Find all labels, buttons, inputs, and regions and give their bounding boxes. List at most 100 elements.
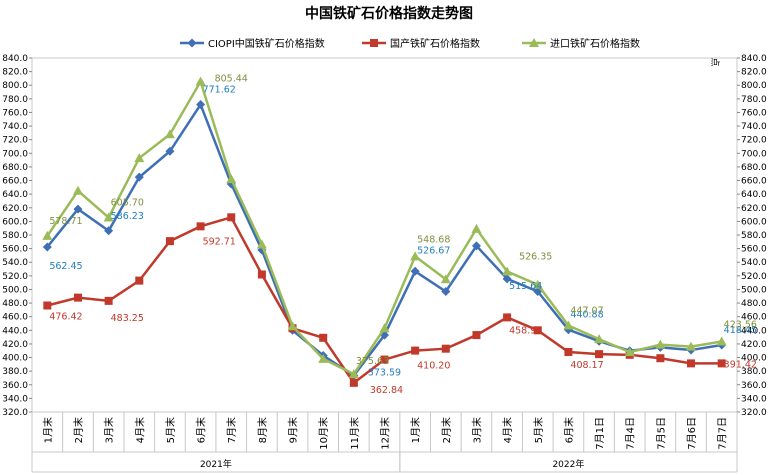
y-tick-label-left: 620.0	[2, 204, 28, 214]
category-label: 4月末	[501, 417, 514, 443]
data-point	[134, 153, 145, 163]
category-label: 5月末	[532, 417, 545, 443]
category-label: 8月末	[256, 417, 269, 443]
category-label: 6月末	[195, 417, 208, 443]
data-point	[502, 266, 513, 276]
data-point	[564, 347, 573, 356]
data-point	[471, 223, 482, 233]
data-point	[42, 242, 52, 252]
y-tick-label-right: 420.0	[741, 340, 767, 350]
year-label: 2022年	[552, 458, 584, 470]
y-tick-label-right: 500.0	[741, 285, 767, 295]
category-label: 4月末	[133, 417, 146, 443]
category-label: 1月末	[41, 417, 54, 443]
data-point	[319, 333, 328, 342]
axes: 320.0 320.0 340.0 340.0 360.0 360.0 380.0 380.0…	[2, 54, 767, 473]
data-point	[410, 251, 421, 261]
category-label: 11月末	[348, 417, 361, 450]
data-label: 440.88	[570, 310, 603, 321]
data-label: 515.64	[509, 281, 542, 292]
data-label: 578.71	[49, 216, 82, 227]
data-label: 373.59	[368, 368, 401, 379]
data-point	[502, 274, 512, 284]
data-point	[563, 320, 574, 330]
data-point	[686, 341, 697, 351]
data-point	[349, 378, 358, 387]
data-point	[257, 270, 266, 279]
right-axis-unit: 点	[709, 57, 720, 66]
data-point	[134, 172, 144, 182]
data-label: 458.95	[509, 325, 542, 336]
data-point	[472, 331, 481, 340]
data-point	[529, 38, 539, 47]
data-label: 548.68	[417, 234, 450, 245]
data-point	[716, 336, 727, 346]
data-point	[379, 323, 390, 333]
data-point	[73, 293, 82, 302]
data-point	[532, 279, 543, 289]
category-label: 3月末	[470, 417, 483, 443]
category-label: 12月末	[379, 417, 392, 450]
y-tick-label-right: 800.0	[741, 81, 767, 91]
data-point	[594, 334, 605, 344]
y-tick-label-left: 460.0	[2, 313, 28, 323]
data-point	[411, 346, 420, 355]
y-tick-label-left: 480.0	[2, 299, 28, 309]
y-tick-label-left: 720.0	[2, 136, 28, 146]
data-label: 526.67	[417, 245, 450, 256]
data-label: 586.23	[111, 211, 144, 222]
category-label: 7月5日	[655, 417, 667, 450]
y-tick-label-right: 660.0	[741, 177, 767, 187]
data-point	[226, 174, 237, 184]
data-point	[655, 339, 666, 349]
y-tick-label-right: 480.0	[741, 299, 767, 309]
data-label: 447.07	[570, 305, 603, 316]
series-0	[42, 100, 727, 381]
data-point	[104, 296, 113, 305]
legend-entry: CIOPI中国铁矿石价格指数	[208, 37, 325, 50]
category-label: 6月末	[562, 417, 575, 443]
data-point	[717, 359, 726, 368]
category-label: 7月6日	[686, 417, 698, 450]
data-point	[471, 241, 481, 251]
series-layer	[42, 76, 727, 387]
data-label: 805.44	[215, 74, 248, 85]
y-tick-label-left: 420.0	[2, 340, 28, 350]
y-tick-label-right: 460.0	[741, 313, 767, 323]
data-label: 605.70	[111, 198, 144, 209]
y-tick-label-left: 580.0	[2, 231, 28, 241]
data-point	[195, 76, 206, 86]
category-label: 1月末	[409, 417, 422, 443]
data-label: 476.42	[49, 312, 82, 323]
data-point	[380, 355, 389, 364]
category-label: 7月末	[225, 417, 238, 443]
y-tick-label-left: 320.0	[2, 408, 28, 418]
y-tick-label-left: 640.0	[2, 190, 28, 200]
y-tick-label-left: 340.0	[2, 394, 28, 404]
data-point	[656, 354, 665, 363]
data-label: 362.84	[370, 385, 403, 396]
data-label: 410.20	[417, 361, 450, 372]
data-label: 375.63	[356, 356, 389, 367]
data-point	[287, 321, 298, 331]
y-tick-label-right: 440.0	[741, 326, 767, 336]
data-point	[227, 213, 236, 222]
data-point	[103, 212, 114, 222]
legend-entry: 进口铁矿石价格指数	[550, 37, 640, 50]
y-tick-label-left: 820.0	[2, 68, 28, 78]
y-tick-label-right: 780.0	[741, 95, 767, 105]
y-tick-label-left: 520.0	[2, 272, 28, 282]
data-point	[370, 39, 378, 47]
category-label: 2月末	[72, 417, 85, 443]
y-tick-label-right: 640.0	[741, 190, 767, 200]
y-tick-label-left: 700.0	[2, 149, 28, 159]
data-point	[196, 222, 205, 231]
data-label: 418.45	[724, 325, 757, 336]
data-point	[256, 239, 267, 249]
data-point	[165, 146, 175, 156]
y-tick-label-right: 720.0	[741, 136, 767, 146]
y-tick-label-right: 580.0	[741, 231, 767, 241]
y-tick-label-left: 780.0	[2, 95, 28, 105]
data-label: 592.71	[203, 236, 236, 247]
